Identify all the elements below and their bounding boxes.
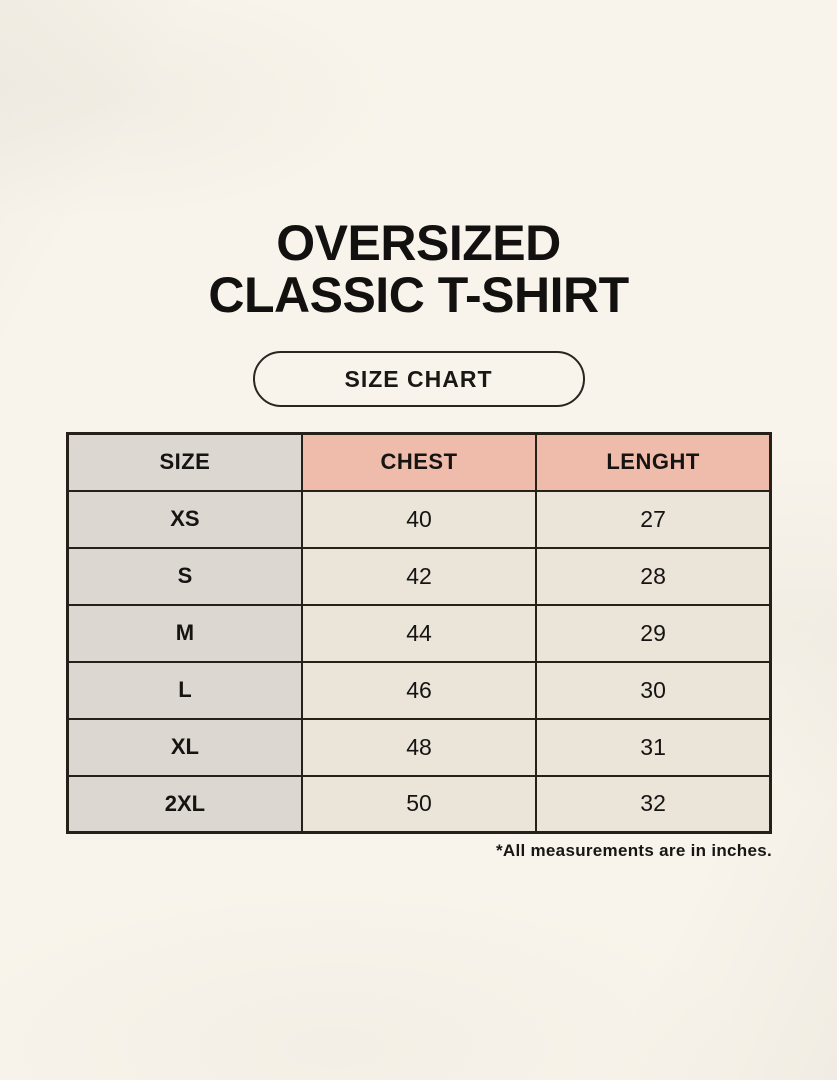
size-cell: XL [66,717,303,777]
length-cell: 27 [535,489,772,549]
size-chart-badge: SIZE CHART [252,351,585,407]
length-cell: 31 [535,717,772,777]
chest-cell: 42 [300,546,538,606]
table-row: M 44 29 [66,603,772,663]
chest-cell: 50 [300,774,538,834]
size-cell: XS [66,489,303,549]
page-title-line2: CLASSIC T-SHIRT [208,266,629,323]
page-title-line1: OVERSIZED [276,215,561,271]
column-header-size: SIZE [66,432,303,492]
measurements-footnote: *All measurements are in inches. [495,841,772,860]
size-cell: M [66,603,303,663]
size-cell: S [66,546,303,606]
length-cell: 29 [535,603,772,663]
size-chart-table: SIZE CHEST LENGHT XS 40 27 S 42 28 M 44 … [66,432,772,834]
length-cell: 30 [535,660,772,720]
size-cell: L [66,660,303,720]
chest-cell: 44 [300,603,538,663]
column-header-chest: CHEST [300,432,538,492]
column-header-length: LENGHT [535,432,772,492]
size-chart-badge-label: SIZE CHART [344,365,493,392]
length-cell: 32 [535,774,772,834]
table-row: XL 48 31 [66,717,772,777]
size-cell: 2XL [66,774,303,834]
chest-cell: 40 [300,489,538,549]
chest-cell: 46 [300,660,538,720]
table-row: L 46 30 [66,660,772,720]
length-cell: 28 [535,546,772,606]
table-header-row: SIZE CHEST LENGHT [66,432,772,492]
page-title: OVERSIZED CLASSIC T-SHIRT [0,215,837,323]
chest-cell: 48 [300,717,538,777]
table-row: 2XL 50 32 [66,774,772,834]
table-row: XS 40 27 [66,489,772,549]
table-row: S 42 28 [66,546,772,606]
